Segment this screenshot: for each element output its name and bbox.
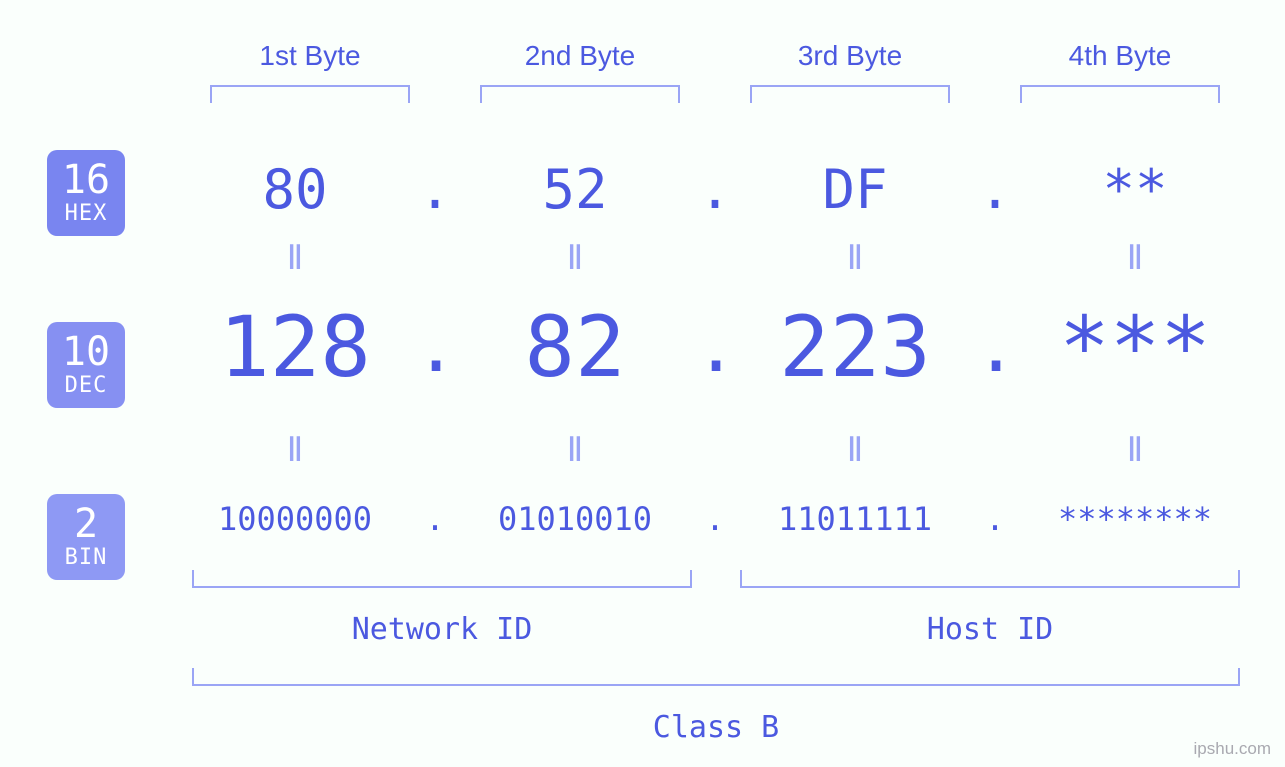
bin-dot-2: . <box>695 500 735 538</box>
bin-byte-2: 01010010 <box>455 500 695 538</box>
dec-byte-2: 82 <box>455 298 695 396</box>
dec-dot-1: . <box>415 306 455 388</box>
dec-byte-3: 223 <box>735 298 975 396</box>
eq-1-4: ǁ <box>1015 238 1255 278</box>
eq-2-4: ǁ <box>1015 430 1255 470</box>
badge-hex: 16 HEX <box>47 150 125 236</box>
byte-header-4: 4th Byte <box>1010 40 1230 72</box>
badge-dec-num: 10 <box>62 330 110 374</box>
bin-dot-3: . <box>975 500 1015 538</box>
bin-byte-4: ******** <box>1015 500 1255 538</box>
bracket-class <box>192 668 1240 686</box>
dec-dot-2: . <box>695 306 735 388</box>
badge-bin-label: BIN <box>65 546 108 570</box>
eq-1-2: ǁ <box>455 238 695 278</box>
top-bracket-1 <box>210 85 410 103</box>
hex-byte-3: DF <box>735 158 975 221</box>
hex-byte-2: 52 <box>455 158 695 221</box>
hex-dot-1: . <box>415 158 455 221</box>
eq-2-2: ǁ <box>455 430 695 470</box>
badge-dec: 10 DEC <box>47 322 125 408</box>
badge-hex-label: HEX <box>65 202 108 226</box>
dec-row: 128 . 82 . 223 . *** <box>175 298 1255 396</box>
hex-byte-1: 80 <box>175 158 415 221</box>
eq-2-1: ǁ <box>175 430 415 470</box>
bin-row: 10000000 . 01010010 . 11011111 . *******… <box>175 500 1255 538</box>
badge-bin-num: 2 <box>74 502 98 546</box>
bracket-host <box>740 570 1240 588</box>
top-bracket-2 <box>480 85 680 103</box>
badge-dec-label: DEC <box>65 374 108 398</box>
label-class: Class B <box>192 710 1240 745</box>
byte-header-1: 1st Byte <box>200 40 420 72</box>
eq-1-1: ǁ <box>175 238 415 278</box>
bin-byte-3: 11011111 <box>735 500 975 538</box>
badge-bin: 2 BIN <box>47 494 125 580</box>
equals-row-2: ǁ ǁ ǁ ǁ <box>175 430 1255 470</box>
dec-byte-1: 128 <box>175 298 415 396</box>
equals-row-1: ǁ ǁ ǁ ǁ <box>175 238 1255 278</box>
dec-dot-3: . <box>975 306 1015 388</box>
badge-hex-num: 16 <box>62 158 110 202</box>
label-host-id: Host ID <box>740 612 1240 647</box>
dec-byte-4: *** <box>1015 298 1255 396</box>
watermark: ipshu.com <box>1194 739 1271 759</box>
byte-header-2: 2nd Byte <box>470 40 690 72</box>
bin-byte-1: 10000000 <box>175 500 415 538</box>
top-bracket-3 <box>750 85 950 103</box>
bin-dot-1: . <box>415 500 455 538</box>
hex-dot-3: . <box>975 158 1015 221</box>
eq-1-3: ǁ <box>735 238 975 278</box>
hex-row: 80 . 52 . DF . ** <box>175 158 1255 221</box>
hex-byte-4: ** <box>1015 158 1255 221</box>
eq-2-3: ǁ <box>735 430 975 470</box>
byte-header-3: 3rd Byte <box>740 40 960 72</box>
label-network-id: Network ID <box>192 612 692 647</box>
hex-dot-2: . <box>695 158 735 221</box>
bracket-network <box>192 570 692 588</box>
top-bracket-4 <box>1020 85 1220 103</box>
